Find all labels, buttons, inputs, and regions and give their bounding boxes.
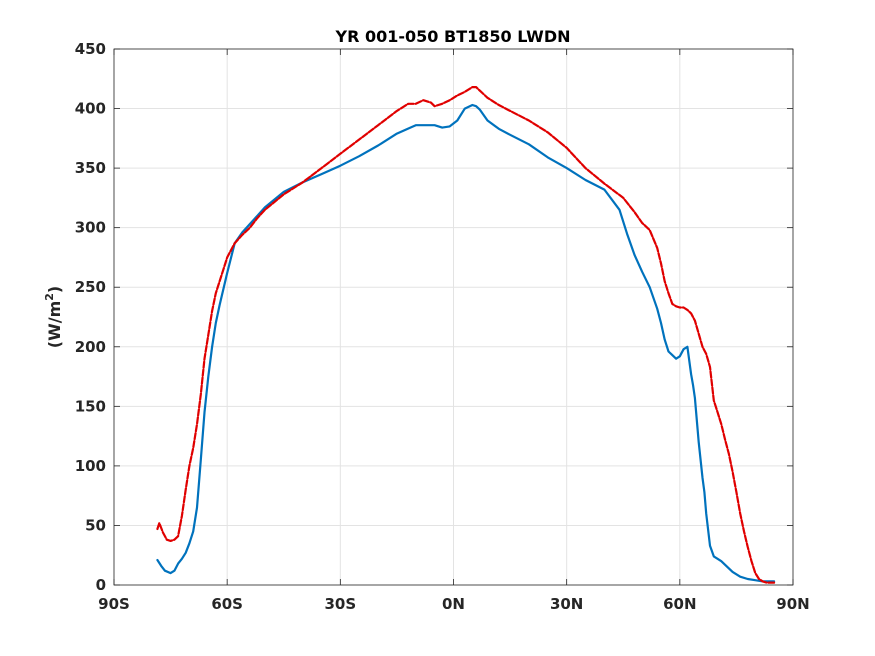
series-line-solid-blue xyxy=(156,103,776,583)
chart-title: YR 001-050 BT1850 LWDN xyxy=(335,27,571,46)
series-line-dashed-red xyxy=(156,85,776,584)
y-tick-label: 0 xyxy=(96,576,106,594)
x-tick-label: 90S xyxy=(98,595,130,613)
y-tick-label: 200 xyxy=(75,338,106,356)
x-tick-label: 60S xyxy=(211,595,243,613)
y-tick-label: 450 xyxy=(75,40,106,58)
axis-ticks xyxy=(113,48,794,586)
x-tick-label: 30N xyxy=(550,595,583,613)
y-tick-label: 350 xyxy=(75,159,106,177)
y-axis-label: (W/m2) xyxy=(43,286,64,348)
y-tick-label: 150 xyxy=(75,397,106,415)
x-axis-tick-labels: 90S 60S 30S 0N 30N 60N 90N xyxy=(98,595,810,613)
x-tick-label: 60N xyxy=(663,595,696,613)
y-tick-label: 100 xyxy=(75,457,106,475)
y-tick-label: 400 xyxy=(75,100,106,118)
x-tick-label: 90N xyxy=(776,595,809,613)
y-tick-label: 250 xyxy=(75,278,106,296)
y-axis-label-close: ) xyxy=(45,286,64,293)
y-tick-label: 50 xyxy=(85,516,106,534)
y-axis-label-superscript: 2 xyxy=(43,293,56,301)
series-layer xyxy=(156,85,776,584)
x-tick-label: 30S xyxy=(324,595,356,613)
y-axis-label-main: (W/m xyxy=(45,301,64,348)
y-tick-label: 300 xyxy=(75,219,106,237)
x-tick-label: 0N xyxy=(442,595,465,613)
y-axis-tick-labels: 0 50 100 150 200 250 300 350 400 450 xyxy=(75,40,106,594)
